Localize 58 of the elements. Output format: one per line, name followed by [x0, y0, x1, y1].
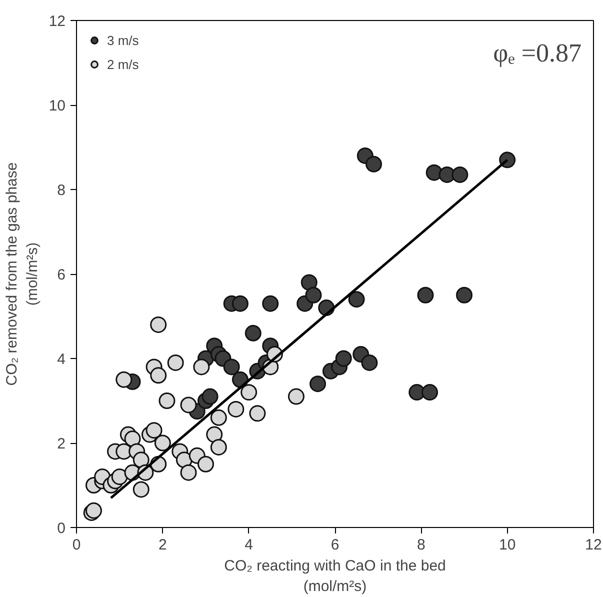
point	[228, 400, 244, 418]
point	[124, 430, 141, 448]
x-tick-label: 2	[158, 536, 167, 554]
point	[310, 376, 326, 392]
x-tick-label: 4	[244, 536, 254, 554]
y-tick-label: 4	[57, 351, 66, 368]
point	[154, 434, 171, 452]
point	[335, 350, 352, 367]
point	[240, 384, 258, 401]
point	[193, 358, 210, 376]
x-tick-label: 0	[72, 536, 81, 554]
legend-label: 3 m/s	[107, 32, 139, 48]
point	[456, 286, 472, 304]
x-tick-label: 12	[585, 536, 602, 554]
point	[180, 396, 197, 414]
x-tick-label: 6	[330, 536, 340, 554]
point	[300, 274, 318, 291]
point	[132, 452, 150, 468]
point	[210, 409, 227, 426]
point	[158, 392, 176, 409]
point	[146, 422, 162, 439]
annotation: φₑ =0.87	[493, 38, 582, 68]
point	[249, 405, 266, 422]
y-tick-label: 12	[48, 13, 66, 30]
point	[452, 166, 468, 183]
point	[262, 295, 279, 312]
point	[116, 371, 132, 388]
y-tick-label: 0	[57, 520, 66, 537]
point	[167, 354, 184, 371]
y-tick-label: 6	[57, 266, 66, 284]
y-tick-label: 10	[48, 98, 66, 114]
point	[232, 295, 248, 312]
point	[348, 291, 365, 308]
point	[198, 456, 214, 472]
y-axis-title: CO₂ removed from the gas phase (mol/m²s)	[3, 162, 41, 386]
point	[426, 164, 442, 181]
point	[288, 388, 304, 405]
legend-label: 2 m/s	[107, 56, 139, 72]
point	[210, 438, 227, 456]
point	[132, 481, 150, 498]
point	[305, 286, 322, 304]
point	[150, 316, 167, 333]
point	[150, 367, 167, 384]
point	[361, 354, 378, 371]
point	[244, 324, 262, 342]
x-tick-label: 8	[416, 536, 426, 554]
y-tick-label: 2	[57, 436, 66, 452]
point	[417, 286, 434, 304]
x-axis-title: CO₂ reacting with CaO in the bed (mol/m²s)	[224, 558, 446, 595]
point	[223, 358, 240, 376]
y-tick-label: 8	[57, 182, 66, 199]
x-tick-label: 10	[498, 536, 516, 554]
point	[366, 156, 382, 172]
point	[202, 388, 218, 405]
point	[111, 468, 128, 486]
point	[180, 464, 197, 481]
point	[422, 384, 438, 401]
point	[206, 426, 223, 443]
